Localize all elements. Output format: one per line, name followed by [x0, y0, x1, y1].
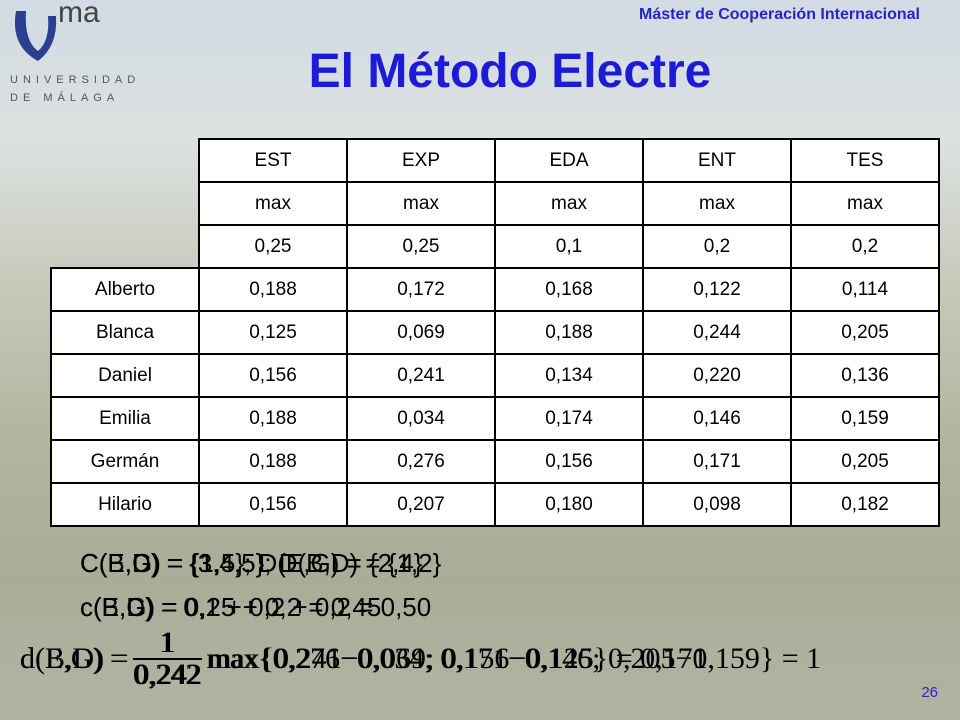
- value-cell: 0,188: [198, 396, 348, 441]
- concordance-index: c(E,G) = 0,25 + 0,2 = 0,45: [80, 592, 382, 622]
- weight-cell: 0,1: [494, 224, 644, 269]
- header-row: max max max max max: [51, 181, 940, 226]
- data-row: Hilario 0,156 0,207 0,180 0,098 0,182: [50, 482, 940, 527]
- sense-cell: max: [198, 181, 348, 226]
- criterion-cell: ENT: [642, 138, 792, 183]
- empty-cell: [51, 225, 199, 268]
- weight-cell: 0,2: [642, 224, 792, 269]
- value-cell: 0,034: [346, 396, 496, 441]
- data-row: Germán 0,188 0,276 0,156 0,171 0,205: [50, 439, 940, 484]
- discordance-label: d(B,D) =: [20, 642, 129, 675]
- logo-text: ma: [58, 0, 100, 29]
- value-cell: 0,188: [494, 310, 644, 355]
- university-name: UNIVERSIDAD: [10, 74, 141, 86]
- discordance-expression: max{0,241−0,069; 0,156−0,125} = 0,171: [208, 642, 708, 675]
- header-row: EST EXP EDA ENT TES: [51, 138, 940, 183]
- numerator: 1: [159, 626, 175, 659]
- sense-cell: max: [346, 181, 496, 226]
- concordance-index: c(B,D) = 0,1 + 0,2 + 0,2 = 0,50: [80, 592, 432, 622]
- value-cell: 0,114: [790, 267, 940, 312]
- value-cell: 0,207: [346, 482, 496, 527]
- sense-cell: max: [790, 181, 940, 226]
- row-label: Emilia: [50, 396, 200, 441]
- weight-cell: 0,25: [198, 224, 348, 269]
- discordance-index: d(B,D) = 1 0,242 max{0,241−0,069; 0,156−0,1…: [20, 628, 708, 690]
- concordance-sets: C(E,G) = {1,5}; D(E,G) = {2,4}: [80, 548, 423, 578]
- empty-cell: [51, 139, 199, 182]
- data-row: Daniel 0,156 0,241 0,134 0,220 0,136: [50, 353, 940, 398]
- logo-shape: [14, 11, 57, 61]
- concordance-sets: C(B,D) = {3,4,5}; D(B,D) = {1,2}: [80, 548, 442, 578]
- university-city: DE MÁLAGA: [10, 92, 120, 104]
- row-label: Blanca: [50, 310, 200, 355]
- data-row: Alberto 0,188 0,172 0,168 0,122 0,114: [50, 267, 940, 312]
- sense-cell: max: [642, 181, 792, 226]
- header-row: 0,25 0,25 0,1 0,2 0,2: [51, 224, 940, 269]
- row-label: Daniel: [50, 353, 200, 398]
- value-cell: 0,220: [642, 353, 792, 398]
- empty-cell: [51, 182, 199, 225]
- value-cell: 0,205: [790, 439, 940, 484]
- value-cell: 0,276: [346, 439, 496, 484]
- value-cell: 0,159: [790, 396, 940, 441]
- value-cell: 0,156: [494, 439, 644, 484]
- data-row: Blanca 0,125 0,069 0,188 0,244 0,205: [50, 310, 940, 355]
- value-cell: 0,098: [642, 482, 792, 527]
- value-cell: 0,156: [198, 353, 348, 398]
- discordance-expression: max{0,276−0,034; 0,171−0,146; 0,205−0,15…: [206, 642, 822, 675]
- value-cell: 0,125: [198, 310, 348, 355]
- value-cell: 0,174: [494, 396, 644, 441]
- value-cell: 0,134: [494, 353, 644, 398]
- criterion-cell: EDA: [494, 138, 644, 183]
- value-cell: 0,136: [790, 353, 940, 398]
- value-cell: 0,241: [346, 353, 496, 398]
- value-cell: 0,171: [642, 439, 792, 484]
- value-cell: 0,146: [642, 396, 792, 441]
- sense-cell: max: [494, 181, 644, 226]
- value-cell: 0,180: [494, 482, 644, 527]
- value-cell: 0,188: [198, 267, 348, 312]
- slide-title: El Método Electre: [308, 45, 712, 98]
- row-label: Hilario: [50, 482, 200, 527]
- value-cell: 0,188: [198, 439, 348, 484]
- value-cell: 0,069: [346, 310, 496, 355]
- data-row: Emilia 0,188 0,034 0,174 0,146 0,159: [50, 396, 940, 441]
- row-label: Alberto: [50, 267, 200, 312]
- page-number: 26: [921, 684, 938, 701]
- numerator: 1: [160, 626, 176, 659]
- value-cell: 0,244: [642, 310, 792, 355]
- weight-cell: 0,2: [790, 224, 940, 269]
- value-cell: 0,172: [346, 267, 496, 312]
- value-cell: 0,182: [790, 482, 940, 527]
- program-name: Máster de Cooperación Internacional: [639, 6, 920, 23]
- data-table: EST EXP EDA ENT TES max max max max max 0,25 0,25 0,…: [50, 138, 940, 527]
- value-cell: 0,122: [642, 267, 792, 312]
- value-cell: 0,168: [494, 267, 644, 312]
- row-label: Germán: [50, 439, 200, 484]
- criterion-cell: TES: [790, 138, 940, 183]
- value-cell: 0,156: [198, 482, 348, 527]
- criterion-cell: EXP: [346, 138, 496, 183]
- weight-cell: 0,25: [346, 224, 496, 269]
- criterion-cell: EST: [198, 138, 348, 183]
- denominator: 0,242: [134, 658, 203, 691]
- value-cell: 0,205: [790, 310, 940, 355]
- discordance-index: d(E,G) = 1 0,242 max{0,276−0,034; 0,171−0,1…: [20, 628, 821, 690]
- discordance-label: d(E,G) =: [20, 642, 127, 675]
- fraction: 1 0,242: [134, 626, 203, 691]
